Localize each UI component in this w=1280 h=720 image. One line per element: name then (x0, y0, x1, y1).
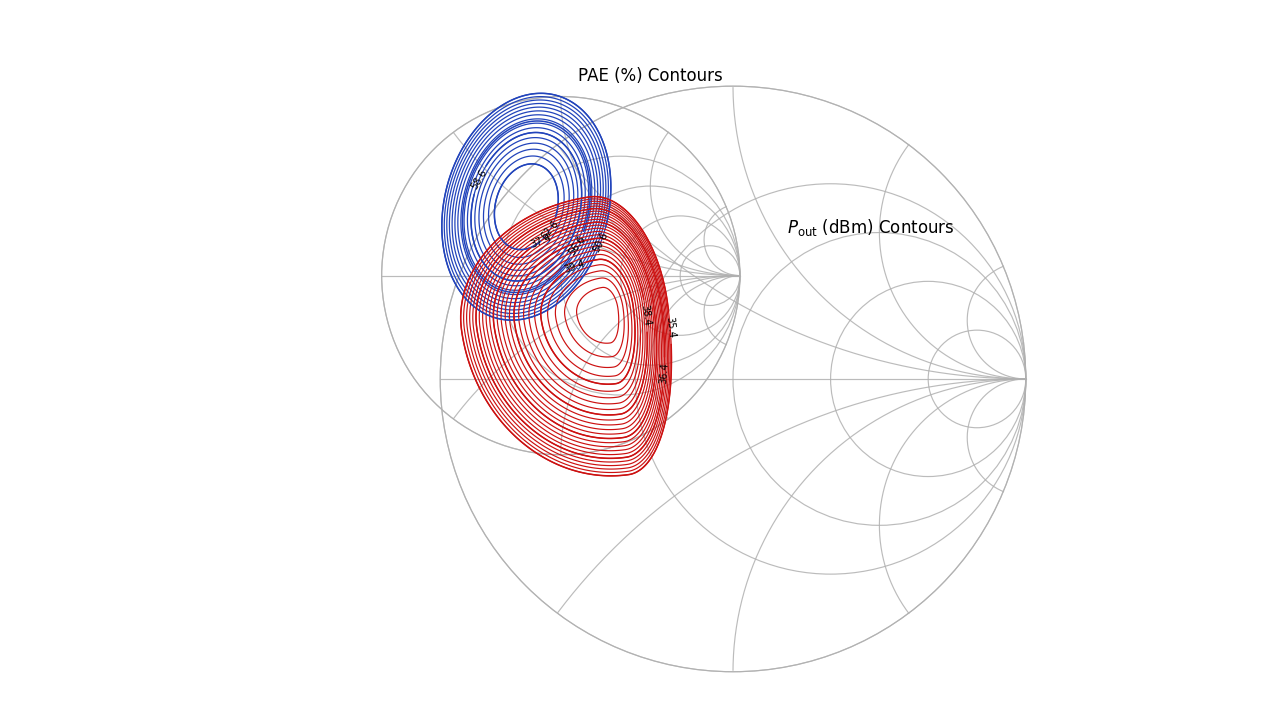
Text: 39.4: 39.4 (563, 258, 586, 275)
Text: 58.6: 58.6 (470, 168, 489, 192)
Text: $P_{\mathrm{out}}$ (dBm) Contours: $P_{\mathrm{out}}$ (dBm) Contours (787, 217, 955, 238)
Text: 37.4: 37.4 (530, 232, 553, 249)
Text: 50.6: 50.6 (591, 230, 611, 254)
Text: 36.4: 36.4 (658, 362, 669, 384)
Text: PAE (%) Contours: PAE (%) Contours (579, 67, 723, 85)
Text: 56.6: 56.6 (567, 234, 588, 258)
Text: 62.6: 62.6 (539, 219, 561, 242)
Text: 38.4: 38.4 (640, 305, 653, 327)
Text: 35.4: 35.4 (664, 316, 676, 339)
